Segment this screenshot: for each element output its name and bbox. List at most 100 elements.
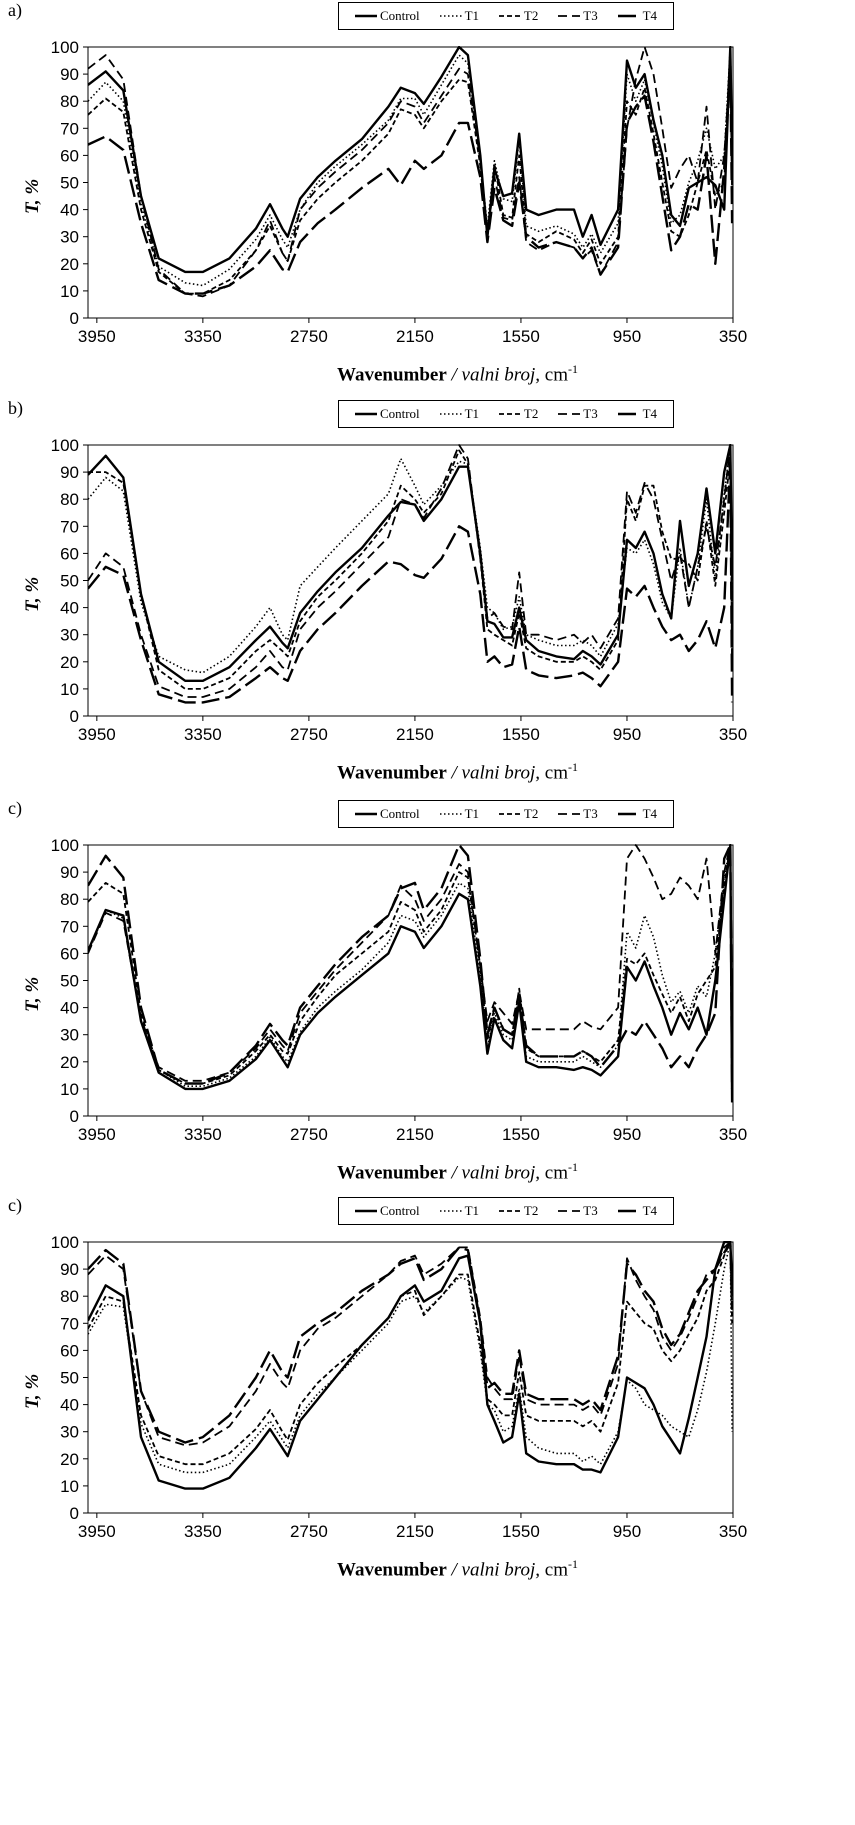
series-line-t4 [88,1241,733,1444]
series-line-t4 [88,56,733,295]
legend-item: T1 [439,406,480,422]
y-tick-label: 90 [60,463,79,482]
legend-swatch [558,413,581,415]
line-chart: 0 10 20 30 40 50 60 70 80 90 100 3950 3350 2750 2150 15… [51,836,748,1144]
x-title-unit-exponent: -1 [568,1557,578,1571]
y-tick-label: 50 [60,572,79,591]
legend-item: T1 [439,1203,480,1219]
y-axis-title: T, % [22,976,43,1012]
y-tick-label: 50 [60,174,79,193]
x-tick-label: 3950 [78,1125,116,1144]
y-tick-label: 60 [60,146,79,165]
legend-item: T2 [498,806,539,822]
legend-label: T1 [464,406,480,421]
legend-swatch [498,1210,521,1212]
y-tick-label: 30 [60,228,79,247]
legend-label: T2 [523,1203,539,1218]
x-tick-label: 3350 [184,1522,222,1541]
y-tick-label: 100 [51,1233,79,1252]
chart-panel: c) 0 10 20 30 40 50 60 70 80 90 100 3950 3350 2750 2150… [0,1195,855,1635]
x-title-unit-exponent: -1 [568,760,578,774]
x-tick-label: 350 [719,1125,747,1144]
y-tick-label: 90 [60,863,79,882]
y-tick-label: 40 [60,999,79,1018]
y-axis-title: T, % [22,576,43,612]
legend-item: T2 [498,1203,539,1219]
x-tick-label: 950 [613,725,641,744]
y-tick-label: 60 [60,944,79,963]
y-tick-label: 30 [60,626,79,645]
x-title-unit: cm [540,762,568,784]
legend-swatch [617,14,640,18]
y-tick-label: 50 [60,972,79,991]
series-line-t3 [88,444,733,698]
legend-label: T4 [642,1203,658,1218]
legend-swatch [439,1210,462,1212]
y-tick-label: 40 [60,599,79,618]
x-tick-label: 1550 [502,327,540,346]
y-tick-label: 70 [60,119,79,138]
y-tick-label: 20 [60,255,79,274]
plot-frame [87,444,734,717]
x-axis-title: Wavenumber / valni broj, cm-1 [0,1160,855,1184]
legend-swatch [354,1209,377,1213]
legend-label: T3 [583,1203,598,1218]
x-title-unit-exponent: -1 [568,362,578,376]
chart-panel: b) 0 10 20 30 40 50 60 70 80 90 100 3950 3350 2750 2150… [0,398,855,838]
series-line-t1 [88,46,733,287]
y-tick-label: 80 [60,92,79,111]
series-line-t2 [88,449,733,690]
panel-label: c) [8,798,22,818]
legend-label: T1 [464,806,480,821]
legend-label: T3 [583,8,598,23]
x-tick-label: 350 [719,327,747,346]
x-title-unit: cm [540,364,568,386]
legend-item: T3 [558,806,598,822]
y-tick-label: 40 [60,1396,79,1415]
y-tick-label: 20 [60,1450,79,1469]
x-tick-label: 2750 [290,1125,328,1144]
x-tick-label: 3950 [78,725,116,744]
legend: Control T1 T2 T3 T4 [338,2,674,30]
legend-label: T1 [464,1203,480,1218]
x-axis-title: Wavenumber / valni broj, cm-1 [0,362,855,386]
legend-swatch [558,15,581,17]
x-tick-label: 1550 [502,725,540,744]
x-tick-label: 2750 [290,1522,328,1541]
legend-swatch [558,1210,581,1212]
x-tick-label: 2150 [396,1125,434,1144]
legend-item: T1 [439,806,480,822]
panel-label: b) [8,398,23,418]
line-chart: 0 10 20 30 40 50 60 70 80 90 100 3950 3350 2750 2150 15… [51,1233,748,1541]
series-line-t1 [88,1241,733,1474]
legend-item: T3 [558,406,598,422]
x-tick-label: 2150 [396,725,434,744]
x-tick-label: 1550 [502,1522,540,1541]
x-tick-label: 3950 [78,327,116,346]
y-tick-label: 0 [70,707,79,726]
legend-item: T4 [617,806,657,822]
legend-swatch [617,812,640,816]
y-tick-label: 0 [70,1504,79,1523]
legend-item: Control [354,806,420,822]
legend-swatch [354,812,377,816]
panel-label: a) [8,0,22,20]
legend-item: T3 [558,8,598,24]
series-line-control [88,1241,733,1490]
y-tick-label: 60 [60,544,79,563]
y-tick-label: 50 [60,1369,79,1388]
legend-swatch [439,413,462,415]
x-title-main: Wavenumber [337,762,447,784]
series-line-t1 [88,844,733,1089]
y-tick-label: 80 [60,1287,79,1306]
line-chart: 0 10 20 30 40 50 60 70 80 90 100 3950 3350 2750 2150 15… [51,436,748,744]
legend-label: T2 [523,806,539,821]
x-tick-label: 350 [719,1522,747,1541]
y-tick-label: 100 [51,436,79,455]
y-tick-label: 10 [60,1477,79,1496]
x-title-translation: / valni broj, [446,1559,541,1581]
legend-swatch [498,15,521,17]
x-tick-label: 1550 [502,1125,540,1144]
x-tick-label: 2750 [290,725,328,744]
y-tick-label: 100 [51,836,79,855]
